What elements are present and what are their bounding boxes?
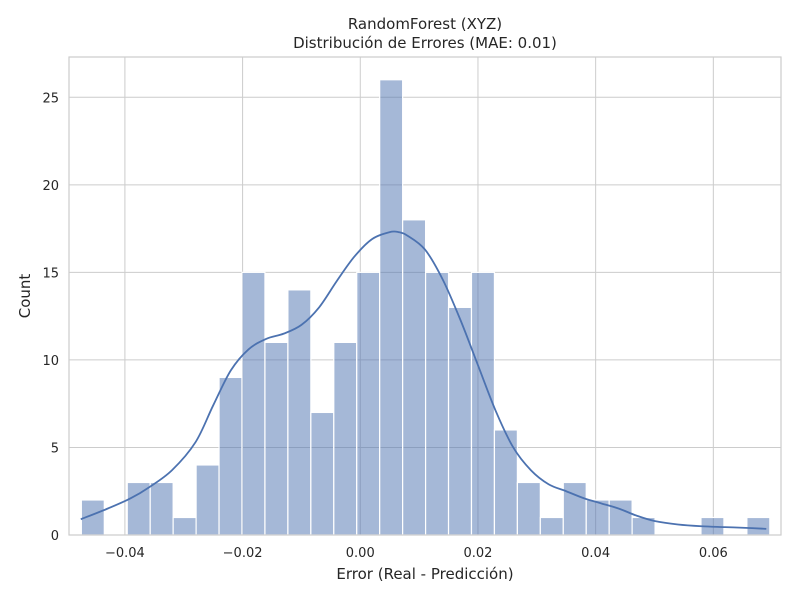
- chart-title: RandomForest (XYZ): [348, 15, 502, 33]
- histogram-bar: [264, 341, 289, 536]
- histogram-bar: [172, 516, 197, 536]
- histogram-bar: [424, 271, 450, 536]
- histogram-bar: [241, 271, 266, 536]
- histogram-bar: [356, 271, 381, 536]
- histogram-bar: [149, 481, 174, 536]
- y-tick-label: 5: [51, 441, 59, 456]
- histogram-bar: [608, 499, 633, 536]
- histogram-bar: [379, 79, 404, 536]
- y-tick-label: 15: [42, 266, 59, 281]
- kde-density-line: [80, 230, 767, 530]
- x-tick-label: −0.04: [105, 546, 145, 561]
- histogram-bar: [493, 429, 518, 536]
- histogram-bar: [539, 516, 564, 536]
- histogram-bar: [470, 271, 496, 536]
- plot-frame: [68, 56, 782, 536]
- histogram-bar: [195, 464, 220, 536]
- y-axis-label: Count: [16, 274, 34, 319]
- x-tick-label: 0.06: [699, 546, 728, 561]
- x-tick-label: 0.00: [346, 546, 375, 561]
- chart-subtitle: Distribución de Errores (MAE: 0.01): [293, 34, 557, 52]
- x-axis-ticks: −0.04 −0.02 0.00 0.02 0.04 0.06: [105, 546, 728, 561]
- histogram-bar: [746, 516, 771, 536]
- x-axis-label: Error (Real - Predicción): [336, 565, 513, 583]
- histogram-bar: [218, 376, 243, 536]
- y-tick-label: 0: [51, 529, 59, 544]
- histogram-bar: [310, 411, 335, 536]
- histogram-bar: [333, 341, 358, 536]
- x-tick-label: −0.02: [223, 546, 263, 561]
- y-axis-ticks: 0 5 10 15 20 25: [42, 91, 59, 544]
- y-tick-label: 20: [42, 179, 59, 194]
- y-tick-label: 10: [42, 354, 59, 369]
- histogram-bar: [562, 481, 587, 536]
- x-tick-label: 0.04: [581, 546, 610, 561]
- histogram-bar: [516, 481, 541, 536]
- histogram-bars: [80, 79, 771, 536]
- y-tick-label: 25: [42, 91, 59, 106]
- x-tick-label: 0.02: [463, 546, 492, 561]
- histogram-bar: [402, 219, 427, 536]
- histogram-bar: [126, 481, 151, 536]
